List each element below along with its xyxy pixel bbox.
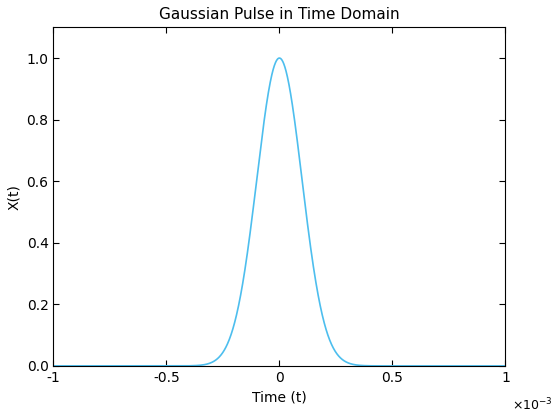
Title: Gaussian Pulse in Time Domain: Gaussian Pulse in Time Domain xyxy=(159,7,400,22)
Y-axis label: X(t): X(t) xyxy=(7,184,21,210)
X-axis label: Time (t): Time (t) xyxy=(252,390,307,404)
Text: $\times10^{-3}$: $\times10^{-3}$ xyxy=(512,396,553,413)
